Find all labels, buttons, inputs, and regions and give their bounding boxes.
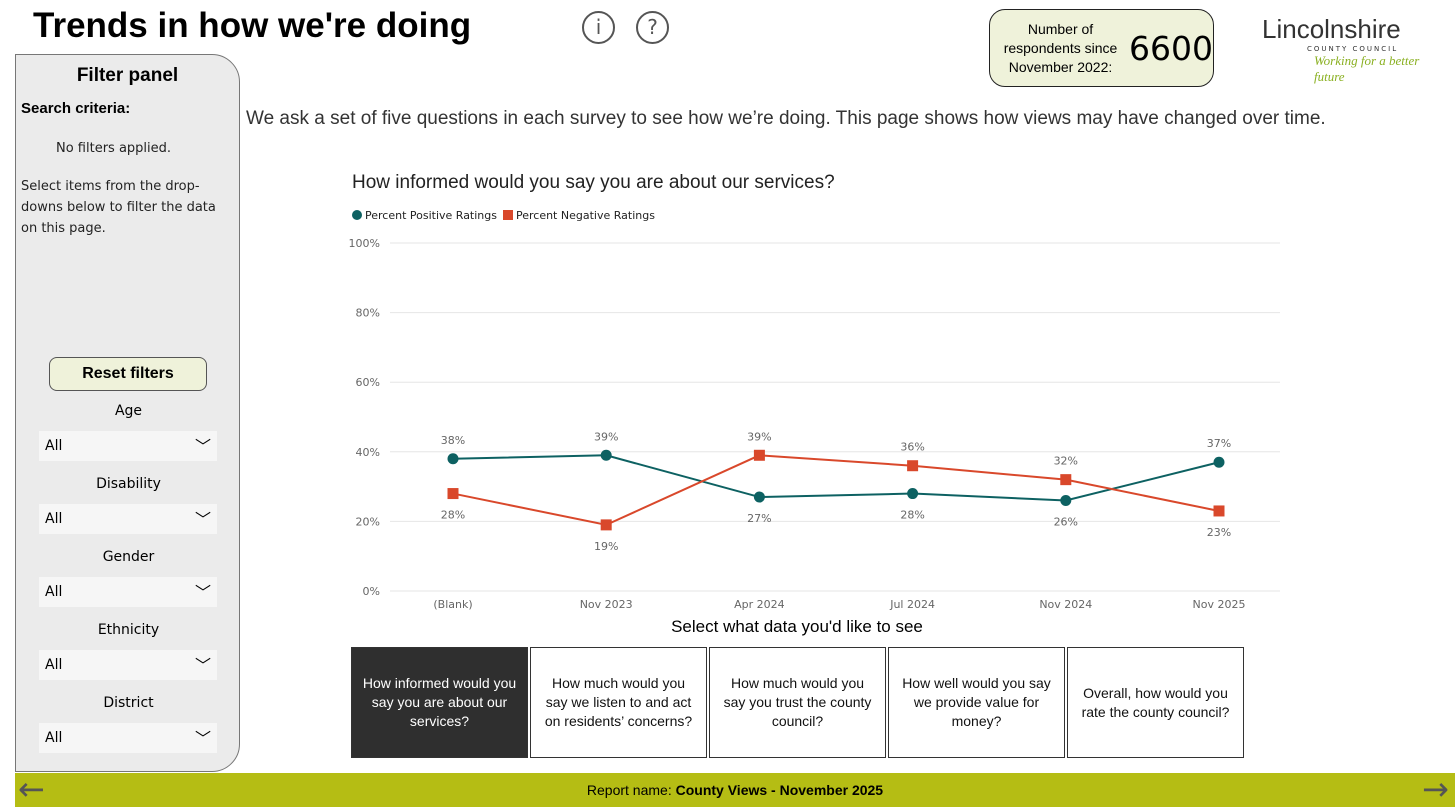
- data-point-negative[interactable]: [1060, 474, 1072, 486]
- filter-panel: Filter panel Search criteria: No filters…: [15, 54, 240, 772]
- respondents-label: Number of respondents since November 202…: [1003, 20, 1118, 75]
- data-label: 32%: [1054, 455, 1078, 468]
- filter-dropdown-ethnicity[interactable]: All ﹀: [39, 650, 217, 680]
- data-label: 26%: [1054, 516, 1078, 529]
- data-label: 23%: [1207, 526, 1231, 539]
- previous-page-arrow-icon[interactable]: ←: [18, 770, 45, 808]
- chevron-down-icon: ﹀: [194, 583, 211, 602]
- y-tick-label: 60%: [356, 376, 380, 389]
- y-tick-label: 20%: [356, 515, 380, 528]
- logo-name: Lincolnshire: [1262, 14, 1401, 44]
- filter-hint: Select items from the drop-downs below t…: [21, 179, 216, 236]
- series-line-negative: [452, 454, 1220, 526]
- filter-label-district: District: [103, 695, 154, 711]
- dropdown-value: All: [45, 438, 63, 454]
- data-label: 28%: [900, 509, 924, 522]
- info-icon[interactable]: i: [582, 11, 615, 44]
- data-point-negative[interactable]: [1213, 505, 1225, 517]
- data-point-negative[interactable]: [907, 460, 919, 472]
- data-point-negative[interactable]: [447, 488, 459, 500]
- logo-sub: COUNTY COUNCIL: [1307, 45, 1399, 53]
- help-icon[interactable]: ?: [636, 11, 669, 44]
- filter-dropdown-gender[interactable]: All ﹀: [39, 577, 217, 607]
- data-point-positive[interactable]: [447, 453, 459, 465]
- x-tick-label: Jul 2024: [889, 598, 935, 611]
- respondents-card: Number of respondents since November 202…: [989, 9, 1214, 87]
- footer-bar: Report name: County Views - November 202…: [15, 773, 1455, 807]
- data-label: 36%: [900, 441, 924, 454]
- chart-legend: Percent Positive Ratings Percent Negativ…: [352, 209, 655, 222]
- x-tick-label: Apr 2024: [734, 598, 785, 611]
- chevron-down-icon: ﹀: [194, 437, 211, 456]
- dropdown-value: All: [45, 730, 63, 746]
- y-tick-label: 0%: [363, 585, 380, 598]
- dropdown-value: All: [45, 657, 63, 673]
- filter-label-ethnicity: Ethnicity: [97, 622, 160, 638]
- y-tick-label: 100%: [349, 237, 380, 250]
- y-tick-label: 40%: [356, 446, 380, 459]
- selector-label: Select what data you'd like to see: [671, 617, 923, 636]
- filter-panel-title: Filter panel: [76, 65, 179, 86]
- question-button-3[interactable]: How much would you say you trust the cou…: [709, 647, 886, 758]
- report-name-label: Report name:: [586, 782, 676, 798]
- filter-dropdown-age[interactable]: All ﹀: [39, 431, 217, 461]
- x-tick-label: Nov 2023: [580, 598, 633, 611]
- intro-text: We ask a set of five questions in each s…: [246, 108, 1326, 129]
- question-button-2[interactable]: How much would you say we listen to and …: [530, 647, 707, 758]
- search-criteria-label: Search criteria:: [21, 100, 131, 117]
- filter-label-disability: Disability: [96, 476, 161, 492]
- chart-title: How informed would you say you are about…: [352, 172, 835, 193]
- data-point-positive[interactable]: [907, 488, 919, 500]
- question-button-1[interactable]: How informed would you say you are about…: [351, 647, 528, 758]
- series-line-positive: [452, 454, 1220, 502]
- dropdown-value: All: [45, 584, 63, 600]
- y-tick-label: 80%: [356, 307, 380, 320]
- line-chart: 0% 20% 40% 60% 80% 100% (Blank) Nov 2023 Apr 202…: [349, 237, 1280, 611]
- logo-tagline: Working for a better future: [1314, 53, 1420, 84]
- data-label: 37%: [1207, 437, 1231, 450]
- data-label: 39%: [747, 430, 771, 443]
- question-button-5[interactable]: Overall, how would you rate the county c…: [1067, 647, 1244, 758]
- data-point-negative[interactable]: [753, 449, 765, 461]
- respondents-count: 6600: [1129, 28, 1213, 68]
- filter-dropdown-disability[interactable]: All ﹀: [39, 504, 217, 534]
- filter-label-gender: Gender: [102, 549, 155, 565]
- next-page-arrow-icon[interactable]: →: [1422, 770, 1449, 808]
- page-title: Trends in how we're doing: [33, 6, 472, 45]
- x-tick-label: Nov 2024: [1039, 598, 1092, 611]
- dropdown-value: All: [45, 511, 63, 527]
- legend-negative[interactable]: Percent Negative Ratings: [502, 209, 655, 222]
- legend-positive[interactable]: Percent Positive Ratings: [352, 209, 497, 222]
- council-logo: Lincolnshire COUNTY COUNCIL Working for …: [1262, 14, 1452, 84]
- data-point-negative[interactable]: [600, 519, 612, 531]
- chevron-down-icon: ﹀: [194, 510, 211, 529]
- x-tick-label: Nov 2025: [1193, 598, 1246, 611]
- data-point-positive[interactable]: [1060, 495, 1072, 507]
- data-label: 19%: [594, 540, 618, 553]
- filter-dropdown-district[interactable]: All ﹀: [39, 723, 217, 753]
- filter-label-age: Age: [114, 403, 143, 419]
- question-button-4[interactable]: How well would you say we provide value …: [888, 647, 1065, 758]
- chevron-down-icon: ﹀: [194, 729, 211, 748]
- chevron-down-icon: ﹀: [194, 656, 211, 675]
- report-name: County Views - November 2025: [675, 782, 884, 798]
- data-point-positive[interactable]: [1213, 456, 1225, 468]
- data-label: 27%: [747, 512, 771, 525]
- x-tick-label: (Blank): [433, 598, 472, 611]
- reset-filters-button[interactable]: Reset filters: [49, 357, 207, 391]
- data-label: 39%: [594, 430, 618, 443]
- data-point-positive[interactable]: [600, 449, 612, 461]
- filter-status: No filters applied.: [56, 141, 172, 156]
- data-label: 28%: [441, 509, 465, 522]
- data-label: 38%: [441, 434, 465, 447]
- data-point-positive[interactable]: [753, 491, 765, 503]
